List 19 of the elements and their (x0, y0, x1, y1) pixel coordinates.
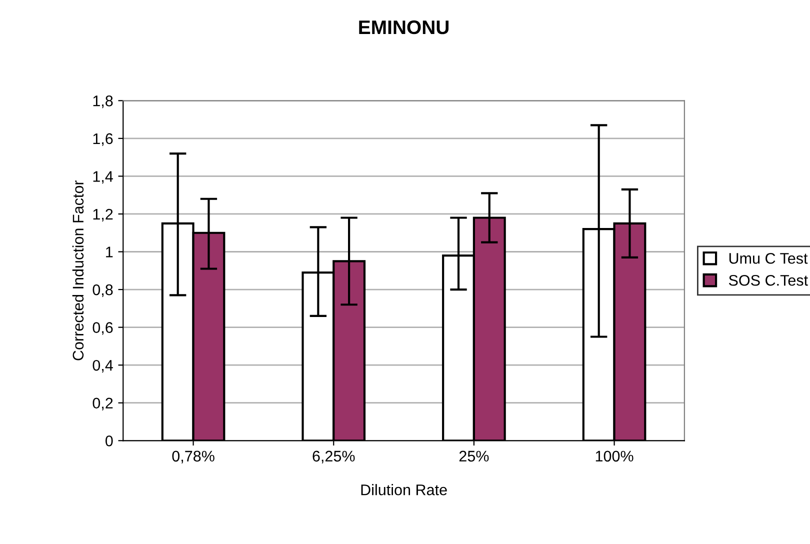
y-tick-label: 0,6 (92, 322, 113, 335)
y-tick-label: 1,2 (93, 208, 113, 222)
y-tick-label: 1,4 (93, 171, 113, 184)
y-tick-label: 0,2 (92, 398, 113, 410)
y-tick-label: 1,6 (93, 133, 113, 146)
y-tick-label: 1,8 (93, 96, 113, 108)
x-tick-label: 100% (596, 450, 634, 462)
x-axis-title: Dilution Rate (361, 484, 447, 496)
y-tick-label: 0 (106, 436, 113, 446)
legend-label: SOS C.Test (728, 274, 808, 286)
y-tick-label: 1 (106, 246, 113, 258)
legend-label: Umu C Test (729, 252, 808, 264)
y-tick-label: 0,4 (92, 360, 113, 373)
x-tick-label: 6,25% (312, 450, 355, 464)
chart-title: EMINONU (359, 20, 449, 34)
y-axis-title: Corrected Induction Factor (72, 180, 84, 360)
x-tick-label: 25% (459, 450, 489, 462)
y-tick-label: 0,8 (92, 284, 113, 298)
x-tick-label: 0,78% (172, 450, 214, 464)
